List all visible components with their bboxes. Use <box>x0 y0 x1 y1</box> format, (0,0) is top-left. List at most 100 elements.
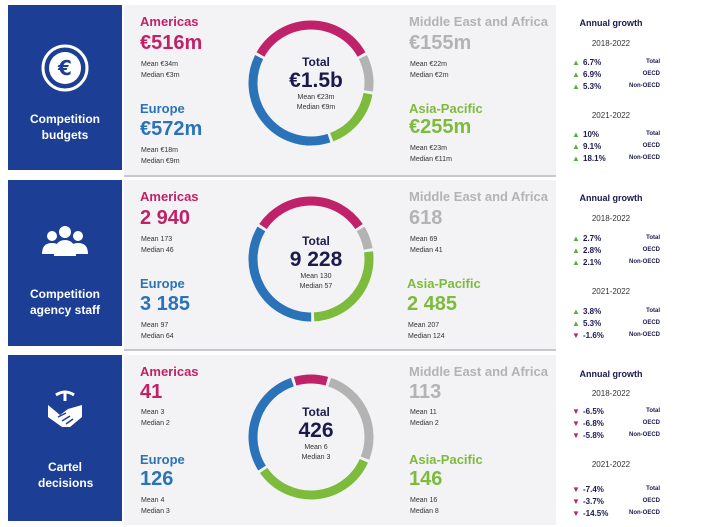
euro-icon: € <box>41 44 89 92</box>
growth-value: -14.5% <box>583 509 609 518</box>
donut-chart-cartel <box>248 374 374 500</box>
triangle-up-icon: ▲ <box>572 58 580 67</box>
growth-row: ▼ -1.6% Non-OECD <box>572 331 660 342</box>
growth-value: -1.6% <box>583 331 604 340</box>
total-block: Total 426 Mean 6 Median 3 <box>271 405 361 463</box>
europe-value: 126 <box>140 468 174 490</box>
donut-chart-staff <box>248 196 374 322</box>
mea-median: Median 2 <box>410 420 439 427</box>
europe-mean: Mean 97 <box>141 322 169 329</box>
total-block: Total €1.5b Mean €23m Median €9m <box>271 55 361 113</box>
growth-row: ▲ 2.8% OECD <box>572 246 660 257</box>
triangle-up-icon: ▲ <box>572 258 580 267</box>
europe-mean: Mean €18m <box>141 147 178 154</box>
growth-group: OECD <box>642 420 660 426</box>
segment-europe <box>248 55 331 146</box>
mea-mean: Mean €22m <box>410 61 447 68</box>
total-value: €1.5b <box>289 69 343 92</box>
mea-value: €155m <box>409 32 472 54</box>
sidebar-competition-budgets: € Competition budgets <box>8 5 122 170</box>
total-label: Total <box>302 234 330 248</box>
growth-row: ▲ 6.9% OECD <box>572 70 660 81</box>
growth-row: ▼ -6.5% Total <box>572 407 660 418</box>
growth-row: ▲ 9.1% OECD <box>572 142 660 153</box>
growth-group: Total <box>646 131 660 137</box>
growth-group: Total <box>646 59 660 65</box>
growth-row: ▲ 3.8% Total <box>572 307 660 318</box>
total-mean: Mean 6 <box>304 444 328 451</box>
segment-europe <box>248 377 294 471</box>
europe-median: Median €9m <box>141 158 180 165</box>
growth-group: OECD <box>642 143 660 149</box>
total-mean: Mean 130 <box>300 273 332 280</box>
europe-label: Europe <box>140 452 185 467</box>
growth-group: OECD <box>642 320 660 326</box>
americas-median: Median 46 <box>141 247 174 254</box>
growth-value: -6.8% <box>583 419 604 428</box>
growth-value: -7.4% <box>583 485 604 494</box>
segment-asia-pacific <box>313 251 374 322</box>
growth-group: Non-OECD <box>629 332 660 338</box>
growth-value: -5.8% <box>583 431 604 440</box>
segment-americas <box>293 374 329 386</box>
segment-americas <box>256 20 366 57</box>
growth-group: OECD <box>642 71 660 77</box>
growth-group: Total <box>646 408 660 414</box>
handshake-icon <box>48 390 82 427</box>
triangle-down-icon: ▼ <box>572 331 580 340</box>
growth-value: -6.5% <box>583 407 604 416</box>
triangle-up-icon: ▲ <box>572 154 580 163</box>
growth-title: Annual growth <box>579 369 643 379</box>
growth-row: ▼ -3.7% OECD <box>572 497 660 508</box>
segment-asia-pacific <box>329 92 373 142</box>
growth-row: ▲ 10% Total <box>572 130 660 141</box>
sidebar-title: Cartel decisions <box>38 460 94 490</box>
apac-mean: Mean 207 <box>408 322 440 329</box>
growth-period: 2021-2022 <box>591 287 631 296</box>
triangle-up-icon: ▲ <box>572 319 580 328</box>
growth-group: Non-OECD <box>629 259 660 265</box>
total-value: 426 <box>298 419 334 442</box>
growth-group: OECD <box>642 498 660 504</box>
triangle-up-icon: ▲ <box>572 246 580 255</box>
mea-median: Median €2m <box>410 72 449 79</box>
growth-value: 9.1% <box>583 142 602 151</box>
mea-label: Middle East and Africa <box>409 189 548 204</box>
growth-group: Non-OECD <box>629 510 660 516</box>
growth-group: Non-OECD <box>629 432 660 438</box>
apac-value: 2 485 <box>407 293 458 315</box>
total-median: Median 3 <box>301 454 331 461</box>
apac-label: Asia-Pacific <box>409 101 483 116</box>
growth-row: ▲ 18.1% Non-OECD <box>572 154 660 165</box>
svg-text:€: € <box>57 56 72 80</box>
growth-value: 5.3% <box>583 319 602 328</box>
apac-value: 146 <box>409 468 443 490</box>
total-label: Total <box>302 405 330 419</box>
total-mean: Mean €23m <box>297 94 335 101</box>
growth-value: 2.8% <box>583 246 602 255</box>
mea-label: Middle East and Africa <box>409 364 548 379</box>
segment-asia-pacific <box>259 458 368 500</box>
total-median: Median 57 <box>299 283 333 290</box>
growth-group: Total <box>646 235 660 241</box>
europe-value: 3 185 <box>140 293 191 315</box>
triangle-down-icon: ▼ <box>572 509 580 518</box>
growth-value: 2.7% <box>583 234 602 243</box>
growth-period: 2018-2022 <box>591 389 631 398</box>
americas-mean: Mean €34m <box>141 61 178 68</box>
growth-row: ▲ 5.3% Non-OECD <box>572 82 660 93</box>
mea-value: 618 <box>409 207 443 229</box>
triangle-down-icon: ▼ <box>572 407 580 416</box>
growth-value: 6.9% <box>583 70 602 79</box>
growth-value: 10% <box>583 130 600 139</box>
total-block: Total 9 228 Mean 130 Median 57 <box>271 234 361 292</box>
americas-value: 41 <box>140 381 163 403</box>
growth-value: -3.7% <box>583 497 604 506</box>
americas-value: €516m <box>140 32 203 54</box>
mea-mean: Mean 69 <box>410 236 438 243</box>
europe-mean: Mean 4 <box>141 497 165 504</box>
americas-label: Americas <box>140 364 199 379</box>
apac-median: Median €11m <box>410 156 452 163</box>
europe-label: Europe <box>140 276 185 291</box>
growth-row: ▲ 5.3% OECD <box>572 319 660 330</box>
